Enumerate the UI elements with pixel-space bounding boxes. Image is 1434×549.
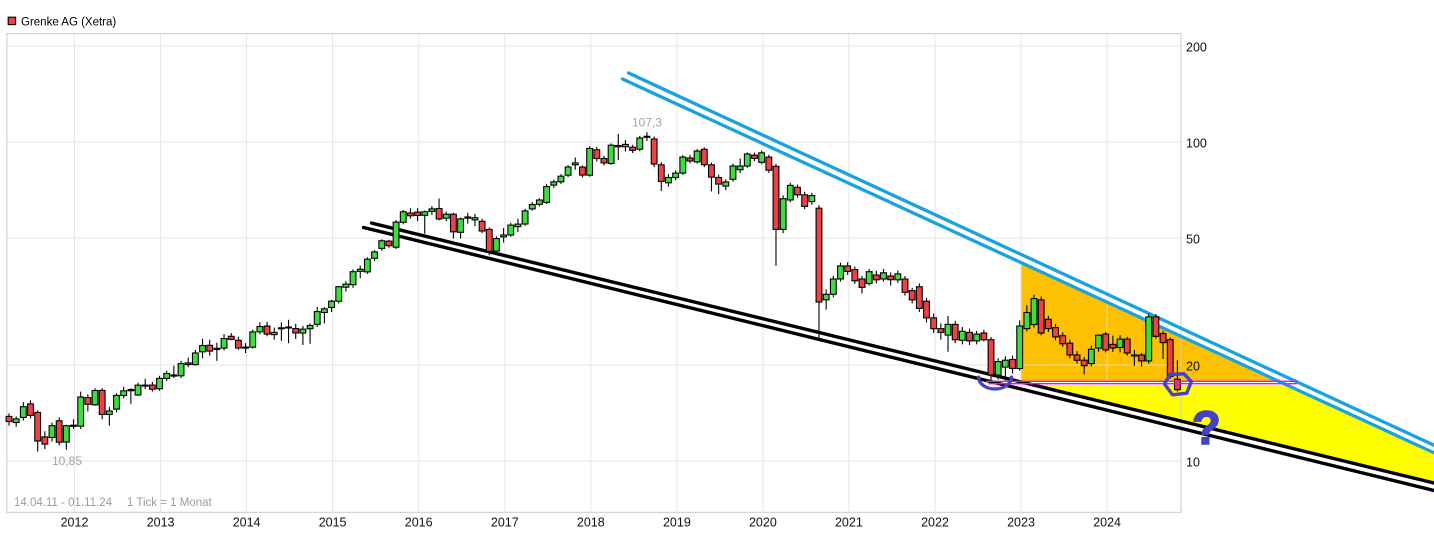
svg-text:2020: 2020 [749,516,777,530]
svg-text:14.04.11 - 01.11.24: 14.04.11 - 01.11.24 [14,497,113,509]
svg-text:10,85: 10,85 [52,454,82,468]
svg-text:2016: 2016 [405,516,433,530]
svg-text:2022: 2022 [921,516,949,530]
svg-text:2021: 2021 [835,516,863,530]
svg-text:2023: 2023 [1007,516,1035,530]
svg-text:2012: 2012 [61,516,89,530]
svg-text:10: 10 [1186,456,1200,470]
svg-text:2013: 2013 [147,516,175,530]
svg-text:2015: 2015 [319,516,347,530]
svg-text:2018: 2018 [577,516,605,530]
svg-text:1 Tick = 1 Monat: 1 Tick = 1 Monat [127,497,212,509]
svg-text:?: ? [1192,401,1221,454]
svg-text:20: 20 [1186,360,1200,374]
svg-text:200: 200 [1186,41,1207,55]
svg-text:50: 50 [1186,233,1200,247]
svg-text:100: 100 [1186,137,1207,151]
svg-text:2014: 2014 [233,516,261,530]
svg-text:2017: 2017 [491,516,519,530]
svg-text:2024: 2024 [1093,516,1121,530]
svg-text:107,3: 107,3 [632,116,662,130]
svg-text:2019: 2019 [663,516,691,530]
svg-text:Grenke AG (Xetra): Grenke AG (Xetra) [21,17,116,29]
